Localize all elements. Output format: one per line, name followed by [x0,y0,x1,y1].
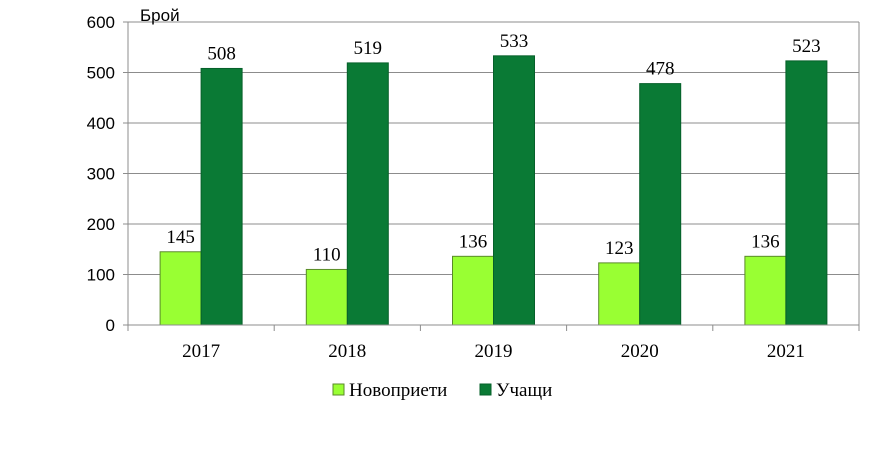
data-label: 145 [166,227,195,248]
legend-swatch [332,383,345,396]
y-axis-title: Брой [140,6,180,25]
x-tick-label: 2021 [767,341,805,362]
legend-item-uchashti: Учащи [496,380,552,401]
x-tick-label: 2019 [475,341,513,362]
bar-novopriyeti [598,262,641,326]
y-tick-label: 300 [87,165,115,184]
data-label: 136 [459,231,488,252]
data-label: 523 [792,36,821,57]
data-label: 123 [605,238,634,259]
legend-swatch [479,383,492,396]
data-labels: 145 508 110 519 136 533 123 478 136 523 [166,31,820,266]
bar-novopriyeti [159,251,202,326]
axes: 0 100 200 300 400 500 600 2017 2018 2019 2020 2021 [87,13,860,362]
x-tick-label: 2018 [328,341,366,362]
y-tick-label: 100 [87,266,115,285]
data-label: 110 [313,244,341,265]
bar-novopriyeti [305,268,348,326]
legend-item-novopriyeti: Новоприети [349,380,447,401]
y-tick-label: 200 [87,215,115,234]
bar-uchashti [639,83,682,326]
x-tick-label: 2017 [182,341,220,362]
legend: Новоприети Учащи [332,380,552,401]
bar-uchashti [785,60,828,326]
data-label: 478 [646,59,675,80]
bar-uchashti [346,62,389,326]
data-label: 136 [751,231,780,252]
bar-uchashti [200,67,243,326]
bar-novopriyeti [744,255,787,326]
bars [159,55,828,326]
bar-novopriyeti [452,255,494,326]
y-tick-label: 400 [87,114,115,133]
data-label: 508 [207,43,236,64]
y-tick-label: 600 [87,13,115,32]
data-label: 533 [500,31,529,52]
bar-uchashti [493,55,535,326]
x-tick-label: 2020 [621,341,659,362]
data-label: 519 [354,38,383,59]
y-tick-label: 0 [106,316,115,335]
y-tick-label: 500 [87,64,115,83]
